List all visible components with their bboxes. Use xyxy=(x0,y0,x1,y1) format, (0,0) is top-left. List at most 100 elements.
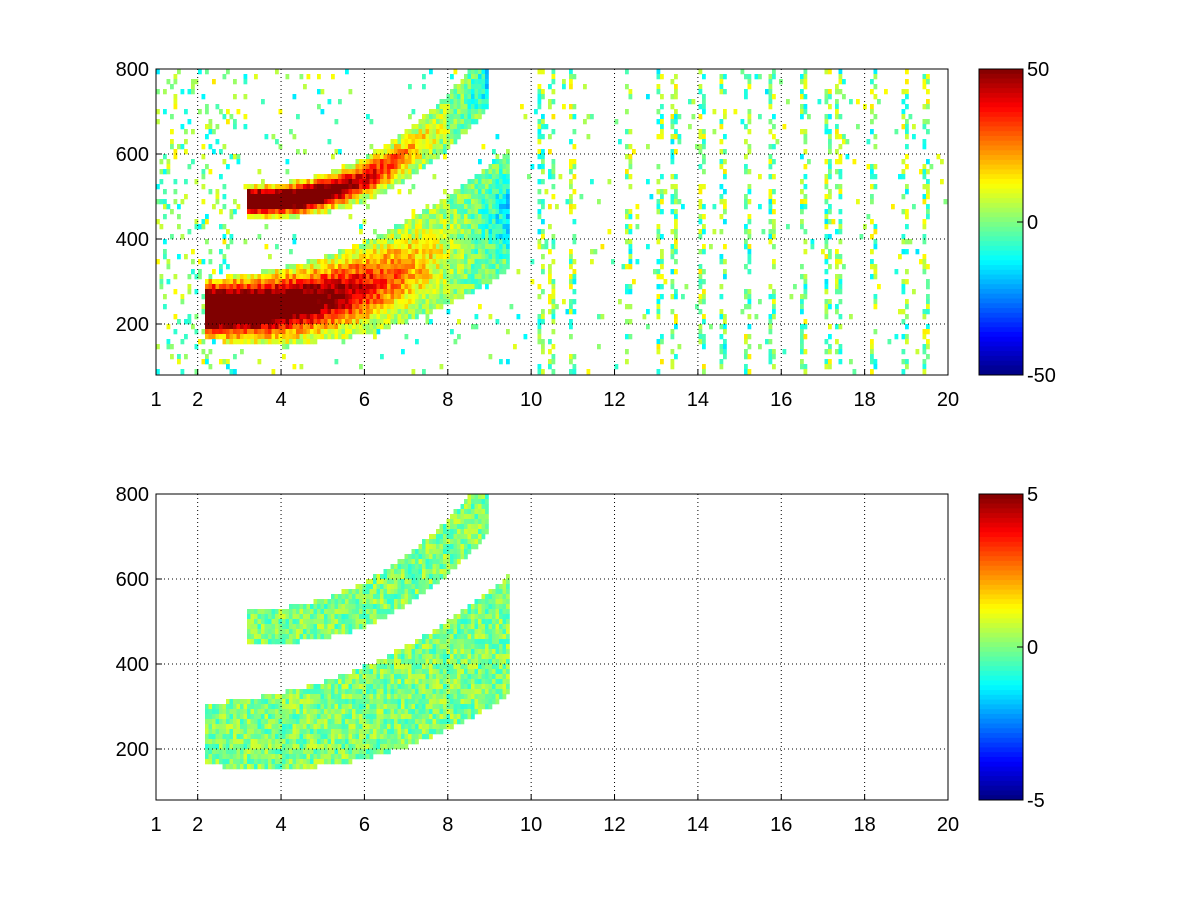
heatmap-cell xyxy=(506,169,510,175)
heatmap-cell xyxy=(425,304,430,310)
heatmap-cell xyxy=(541,309,545,315)
heatmap-cell xyxy=(446,249,451,255)
heatmap-cell xyxy=(824,199,829,205)
heatmap-cell xyxy=(898,174,902,180)
heatmap-cell xyxy=(926,324,930,330)
heatmap-cell xyxy=(278,744,283,750)
heatmap-cell xyxy=(306,724,311,730)
heatmap-cell xyxy=(397,159,402,165)
heatmap-cell xyxy=(663,279,668,285)
heatmap-cell xyxy=(292,699,297,705)
heatmap-cell xyxy=(324,179,328,185)
heatmap-cell xyxy=(744,289,748,295)
heatmap-cell xyxy=(222,309,227,315)
heatmap-cell xyxy=(320,294,325,300)
heatmap-cell xyxy=(457,209,461,215)
heatmap-cell xyxy=(674,174,678,180)
heatmap-cell xyxy=(471,214,475,220)
heatmap-cell xyxy=(443,219,447,225)
heatmap-cell xyxy=(345,324,349,330)
heatmap-cell xyxy=(303,759,307,765)
heatmap-cell xyxy=(247,284,251,290)
heatmap-cell xyxy=(926,279,930,285)
heatmap-cell xyxy=(838,184,843,190)
heatmap-cell xyxy=(541,69,545,75)
heatmap-cell xyxy=(702,109,706,115)
heatmap-cell xyxy=(219,149,223,155)
heatmap-cell xyxy=(485,74,489,80)
heatmap-cell xyxy=(222,194,227,200)
heatmap-cell xyxy=(674,354,678,360)
heatmap-cell xyxy=(481,79,486,85)
colorbar-swatch xyxy=(979,222,1023,228)
heatmap-cell xyxy=(474,224,479,230)
heatmap-cell xyxy=(180,89,185,95)
heatmap-cell xyxy=(198,69,202,75)
heatmap-cell xyxy=(670,199,675,205)
heatmap-cell xyxy=(348,204,353,210)
heatmap-cell xyxy=(376,279,381,285)
heatmap-cell xyxy=(268,189,272,195)
heatmap-cell xyxy=(408,264,412,270)
heatmap-cell xyxy=(898,254,902,260)
heatmap-cell xyxy=(296,699,300,705)
heatmap-cell xyxy=(719,139,724,145)
heatmap-cell xyxy=(205,714,209,720)
heatmap-cell xyxy=(373,574,377,580)
heatmap-cell xyxy=(334,264,339,270)
heatmap-cell xyxy=(443,229,447,235)
heatmap-cell xyxy=(894,129,899,135)
heatmap-cell xyxy=(359,329,363,335)
heatmap-cell xyxy=(772,364,776,370)
heatmap-cell xyxy=(345,289,349,295)
heatmap-cell xyxy=(327,719,332,725)
heatmap-cell xyxy=(569,159,573,165)
heatmap-cell xyxy=(369,734,374,740)
heatmap-cell xyxy=(474,264,479,270)
heatmap-cell xyxy=(926,119,930,125)
heatmap-cell xyxy=(226,274,230,280)
heatmap-cell xyxy=(373,684,377,690)
heatmap-cell xyxy=(870,219,874,225)
heatmap-cell xyxy=(310,609,314,615)
heatmap-cell xyxy=(772,114,776,120)
heatmap-cell xyxy=(537,164,542,170)
heatmap-cell xyxy=(229,764,234,770)
heatmap-cell xyxy=(338,304,342,310)
heatmap-cell xyxy=(488,269,493,275)
heatmap-cell xyxy=(506,249,510,255)
heatmap-cell xyxy=(299,309,304,315)
heatmap-cell xyxy=(289,619,293,625)
heatmap-cell xyxy=(376,324,381,330)
heatmap-cell xyxy=(324,709,328,715)
heatmap-cell xyxy=(478,214,482,220)
heatmap-cell xyxy=(355,194,360,200)
heatmap-cell xyxy=(436,124,440,130)
heatmap-cell xyxy=(656,204,661,210)
heatmap-cell xyxy=(425,214,430,220)
heatmap-cell xyxy=(184,129,188,135)
heatmap-cell xyxy=(348,194,353,200)
heatmap-cell xyxy=(824,94,829,100)
heatmap-cell xyxy=(541,159,545,165)
heatmap-cell xyxy=(394,739,398,745)
heatmap-cell xyxy=(481,169,486,175)
heatmap-cell xyxy=(481,269,486,275)
heatmap-cell xyxy=(254,729,258,735)
heatmap-cell xyxy=(268,724,272,730)
heatmap-cell xyxy=(208,754,213,760)
heatmap-cell xyxy=(870,339,874,345)
heatmap-cell xyxy=(660,284,664,290)
heatmap-cell xyxy=(257,304,262,310)
colorbar-swatch xyxy=(979,226,1023,233)
heatmap-cell xyxy=(800,94,804,100)
heatmap-cell xyxy=(338,184,342,190)
heatmap-cell xyxy=(387,729,391,735)
heatmap-cell xyxy=(296,269,300,275)
heatmap-cell xyxy=(352,754,356,760)
heatmap-cell xyxy=(278,284,283,290)
heatmap-cell xyxy=(450,239,454,245)
heatmap-cell xyxy=(908,114,913,120)
heatmap-cell xyxy=(422,139,426,145)
heatmap-cell xyxy=(429,69,433,75)
